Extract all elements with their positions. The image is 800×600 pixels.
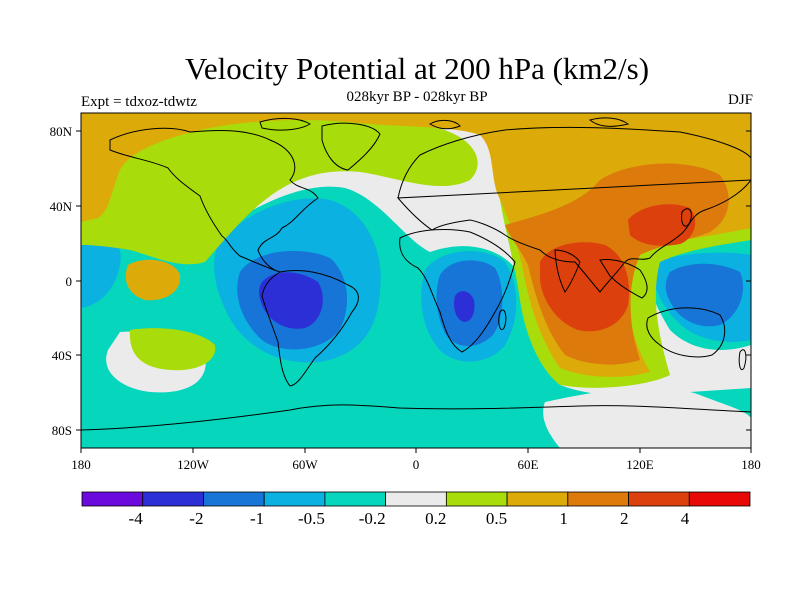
map-subtitle: 028kyr BP - 028kyr BP	[346, 89, 488, 105]
lat-tick-label: 40N	[50, 199, 73, 214]
field-red-eastasia	[628, 204, 696, 246]
lon-tick-label: 0	[413, 457, 420, 472]
coast-eurasia	[396, 126, 751, 293]
coast-india	[554, 249, 581, 293]
lat-tick-label: 0	[66, 274, 73, 289]
colorbar-swatch	[628, 491, 690, 507]
colorbar-swatch	[263, 491, 326, 507]
coast-africa	[399, 229, 516, 353]
colorbar-label: 0.2	[425, 509, 446, 528]
field-green-north	[81, 116, 478, 265]
lon-tick-label: 60E	[518, 457, 539, 472]
field-darkblue-america	[259, 272, 323, 329]
coast-north-america	[109, 127, 319, 273]
coast-seasia	[599, 259, 648, 299]
colorbar-label: -1	[250, 509, 264, 528]
lon-tick-label: 120W	[177, 457, 210, 472]
colorbar-swatch	[203, 491, 265, 507]
lon-tick-label: 180	[71, 457, 91, 472]
lon-tick-label: 120E	[626, 457, 654, 472]
lat-tick-label: 80N	[50, 124, 73, 139]
contour-field	[81, 113, 751, 448]
lon-tick-label: 180	[741, 457, 761, 472]
season-label: DJF	[727, 92, 753, 108]
coast-new-zealand	[738, 349, 747, 370]
colorbar-swatch	[385, 491, 447, 507]
field-gold-westpac	[125, 259, 181, 301]
lat-tick-label: 40S	[52, 348, 72, 363]
field-cyan-west	[81, 231, 121, 308]
colorbar-swatch	[81, 491, 144, 507]
map-title: Velocity Potential at 200 hPa (km2/s)	[184, 51, 650, 86]
field-darkblue-africa	[454, 291, 475, 322]
coast-arctic-islands	[259, 117, 630, 131]
colorbar-swatch	[324, 491, 387, 507]
coast-antarctica	[81, 404, 751, 431]
coast-south-america	[261, 270, 359, 387]
coast-greenland	[321, 122, 381, 171]
coast-japan	[681, 208, 692, 227]
colorbar-swatch	[688, 491, 751, 507]
colorbar-label: 0.5	[486, 509, 507, 528]
colorbar-label: -0.2	[359, 509, 386, 528]
coastlines	[81, 117, 751, 431]
colorbar: -4 -2 -1 -0.5 -0.2 0.2 0.5 1 2 4	[81, 491, 751, 528]
field-neutral-antarctic	[543, 387, 751, 448]
colorbar-swatch	[506, 491, 569, 507]
lon-axis: 180 120W 60W 0 60E 120E 180	[71, 448, 761, 472]
colorbar-label: 2	[620, 509, 629, 528]
coast-australia	[646, 307, 726, 358]
coast-madagascar	[498, 309, 507, 330]
colorbar-label: -4	[129, 509, 144, 528]
lat-tick-label: 80S	[52, 423, 72, 438]
experiment-label: Expt = tdxoz-tdwtz	[81, 94, 197, 110]
colorbar-swatch	[567, 491, 629, 507]
colorbar-label: 1	[559, 509, 568, 528]
colorbar-label: 4	[681, 509, 690, 528]
lat-axis: 80N 40N 0 40S 80S	[50, 124, 751, 438]
colorbar-label: -0.5	[298, 509, 325, 528]
field-blue-pacific	[665, 263, 744, 327]
colorbar-swatch	[142, 491, 204, 507]
field-red-indian	[540, 242, 630, 332]
colorbar-label: -2	[189, 509, 203, 528]
colorbar-swatch	[445, 491, 508, 507]
lon-tick-label: 60W	[292, 457, 318, 472]
field-green-southpac	[129, 328, 216, 371]
